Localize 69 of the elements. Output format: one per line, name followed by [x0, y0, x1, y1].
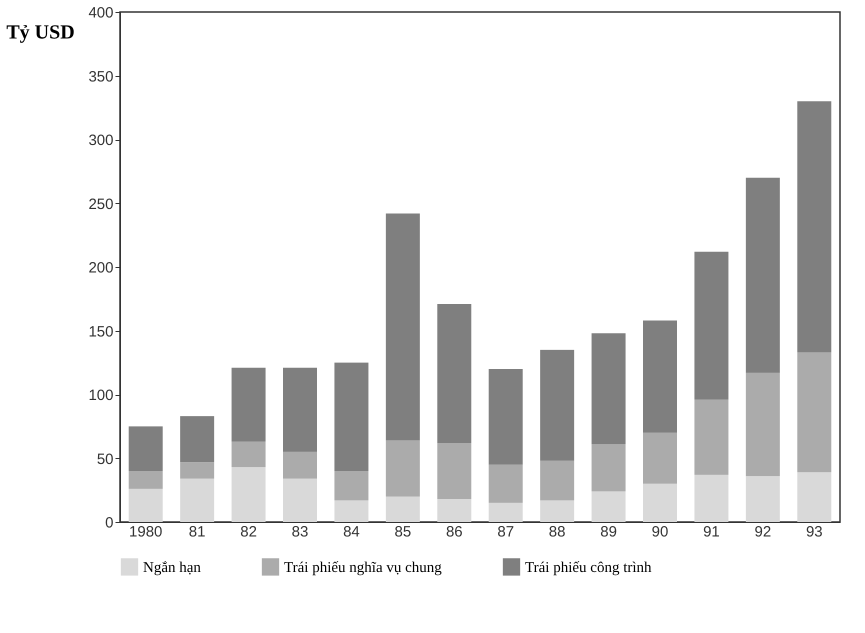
bar [643, 484, 677, 522]
legend-label: Trái phiếu nghĩa vụ chung [284, 560, 442, 576]
bar [334, 471, 368, 500]
bar [643, 432, 677, 484]
bar [128, 488, 163, 522]
bar [540, 460, 574, 500]
bar [746, 372, 780, 476]
x-tick-label: 86 [446, 524, 463, 540]
bar [437, 499, 472, 522]
bar [283, 478, 317, 522]
bar [540, 500, 574, 522]
bar [592, 444, 626, 492]
y-tick-label: 150 [88, 323, 114, 340]
bar [283, 368, 317, 452]
y-tick-label: 300 [88, 132, 114, 149]
x-tick-label: 93 [806, 524, 823, 540]
x-tick-label: 82 [240, 524, 257, 540]
x-tick-label: 88 [548, 524, 566, 540]
legend-label: Trái phiếu công trình [525, 560, 652, 576]
bar [643, 320, 677, 433]
bar [797, 472, 832, 522]
x-tick-label: 89 [600, 524, 617, 540]
x-tick-label: 91 [703, 524, 720, 540]
bar [746, 476, 780, 522]
bar [386, 213, 420, 440]
bar [232, 467, 266, 522]
x-tick-label: 92 [754, 524, 772, 540]
bar [540, 350, 574, 461]
x-tick-label: 90 [652, 524, 668, 540]
legend-label: Ngắn hạn [143, 560, 202, 576]
bar [797, 352, 832, 472]
bar [334, 500, 368, 522]
bar [488, 502, 523, 522]
bar [488, 464, 523, 503]
bar [746, 178, 780, 373]
y-tick-label: 200 [88, 260, 114, 276]
bar [232, 368, 266, 442]
x-tick-label: 1980 [129, 524, 162, 540]
x-tick-label: 87 [497, 524, 514, 540]
y-tick-label: 0 [105, 514, 114, 532]
bar [334, 362, 368, 471]
y-tick-label: 400 [88, 4, 114, 22]
y-tick-label: 50 [96, 450, 114, 468]
bar [180, 416, 214, 462]
bar [592, 333, 626, 444]
bar [128, 471, 163, 489]
bar [180, 478, 214, 522]
bar [128, 426, 163, 471]
bar [386, 496, 420, 522]
y-tick-label: 350 [88, 68, 114, 86]
x-tick-label: 81 [188, 524, 206, 540]
bar [488, 369, 523, 465]
x-tick-label: 85 [394, 524, 412, 540]
bar [694, 474, 728, 522]
y-axis-title: Tỷ USD [6, 22, 75, 44]
bar [437, 442, 472, 500]
y-tick-label: 100 [88, 387, 114, 404]
y-tick-label: 250 [88, 196, 114, 213]
bar [437, 304, 472, 443]
x-tick-label: 83 [292, 524, 308, 540]
bar [694, 252, 728, 400]
bar [232, 442, 266, 468]
bar [386, 440, 420, 496]
x-tick-label: 84 [343, 524, 360, 540]
bar [694, 400, 728, 475]
bar [797, 101, 832, 352]
bar [283, 452, 317, 479]
bar [592, 491, 626, 522]
bar [180, 462, 214, 479]
